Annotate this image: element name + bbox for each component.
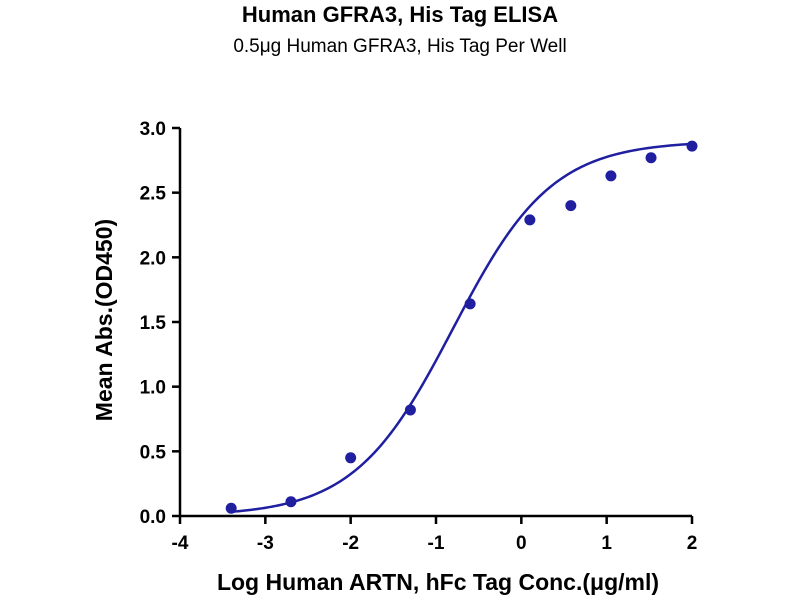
fit-curve [231,142,693,514]
data-point [345,452,357,464]
fit-curve-layer [231,142,693,514]
y-tick-label: 0.5 [140,442,167,463]
y-tick-label: 2.5 [140,184,167,205]
data-point [225,502,237,514]
chart-subtitle: 0.5μg Human GFRA3, His Tag Per Well [233,36,567,57]
x-tick-label: 2 [687,533,698,554]
data-point [464,298,476,310]
chart-title: Human GFRA3, His Tag ELISA [241,2,559,27]
y-tick-label: 2.0 [140,248,166,269]
x-tick-label: -1 [428,533,445,554]
chart-axes: 0.0 0.5 1.0 1.5 2.0 2.5 3.0 -4 -3 -2 -1 0 1 2 [140,119,698,554]
x-tick-label: -4 [172,533,189,554]
data-point [686,140,698,152]
x-tick-label: 0 [516,533,527,554]
y-tick-label: 0.0 [140,507,166,528]
data-points-layer [225,140,698,514]
data-point [605,170,617,182]
x-tick-label: 1 [601,533,612,554]
x-axis-label: Log Human ARTN, hFc Tag Conc.(μg/ml) [217,569,659,595]
data-point [404,404,416,416]
y-tick-label: 1.5 [140,313,167,334]
data-point [645,152,657,164]
x-tick-label: -3 [257,533,274,554]
data-point [285,496,297,508]
y-tick-label: 3.0 [140,119,166,140]
y-axis-label: Mean Abs.(OD450) [91,219,117,421]
x-tick-label: -2 [342,533,359,554]
y-tick-label: 1.0 [140,378,166,399]
data-point [565,200,577,212]
data-point [524,214,536,226]
